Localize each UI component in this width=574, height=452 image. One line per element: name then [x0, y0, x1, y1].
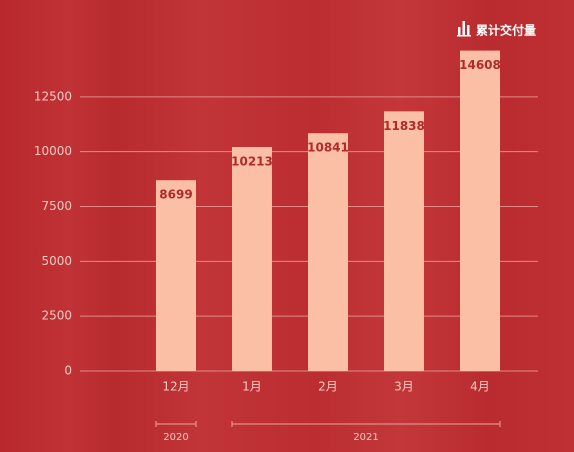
x-tick-label: 2月	[318, 380, 338, 394]
value-label: 8699	[159, 188, 192, 202]
x-tick-label: 12月	[162, 380, 189, 394]
bar	[156, 180, 196, 371]
bar	[308, 133, 348, 371]
y-tick-label: 10000	[34, 144, 72, 158]
bar	[460, 50, 500, 371]
y-tick-label: 12500	[34, 89, 72, 103]
x-group-label: 2021	[353, 432, 378, 443]
value-label: 10841	[307, 141, 349, 155]
y-tick-label: 2500	[41, 309, 72, 323]
x-tick-label: 4月	[470, 380, 490, 394]
bar	[232, 146, 272, 371]
legend-label: 累计交付量	[476, 23, 536, 38]
x-tick-label: 3月	[394, 380, 414, 394]
y-tick-label: 7500	[41, 199, 72, 213]
value-label: 11838	[383, 119, 425, 133]
value-label: 10213	[231, 154, 273, 168]
legend-icon	[457, 21, 471, 37]
y-tick-label: 0	[64, 364, 72, 378]
bar	[384, 111, 424, 371]
y-tick-label: 5000	[41, 254, 72, 268]
value-label: 14608	[459, 58, 501, 72]
x-group-label: 2020	[163, 432, 188, 443]
x-tick-label: 1月	[242, 380, 262, 394]
